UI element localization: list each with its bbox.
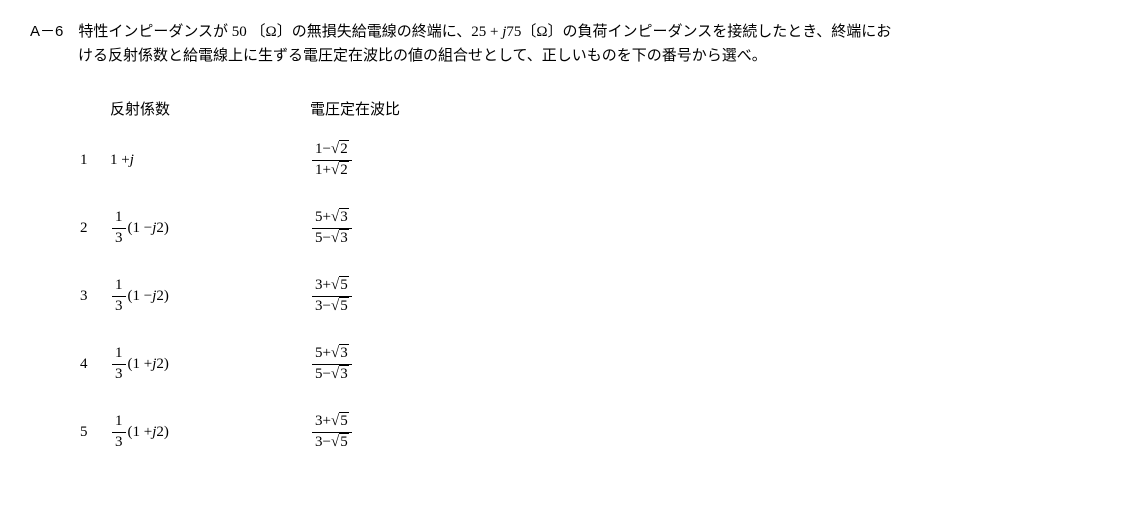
vswr-den-pre: 5− bbox=[315, 230, 331, 246]
vswr-fraction: 5+ 3 5− 3 bbox=[312, 344, 352, 384]
paren-pre: (1 + bbox=[128, 420, 153, 444]
vswr-value: 5+ 3 5− 3 bbox=[310, 344, 354, 384]
paren-post: 2) bbox=[156, 284, 169, 308]
sqrt-icon: 5 bbox=[331, 297, 349, 317]
question-block: A－6 特性インピーダンスが 50 〔Ω〕の無損失給電線の終端に、25 + j7… bbox=[30, 20, 1106, 68]
frac-num: 1 bbox=[112, 412, 126, 433]
frac-den: 3 bbox=[112, 433, 126, 453]
option-row: 2 1 3 (1 − j2) 5+ 3 5− 3 bbox=[80, 208, 1106, 248]
question-number: A－6 bbox=[30, 23, 63, 40]
vswr-value: 1− 2 1+ 2 bbox=[310, 140, 354, 180]
paren-post: 2) bbox=[156, 420, 169, 444]
reflection-value: 1 3 (1 + j2) bbox=[110, 412, 310, 452]
paren-post: 2) bbox=[156, 352, 169, 376]
refl-fraction: 1 3 bbox=[112, 344, 126, 384]
header-reflection: 反射係数 bbox=[110, 98, 310, 122]
frac-num: 1 bbox=[112, 208, 126, 229]
option-number: 1 bbox=[80, 148, 110, 172]
sqrt-icon: 3 bbox=[331, 208, 349, 228]
sqrt-arg: 5 bbox=[339, 276, 349, 293]
column-headers: 反射係数 電圧定在波比 bbox=[110, 98, 1106, 122]
sqrt-arg: 2 bbox=[339, 140, 349, 157]
sqrt-arg: 2 bbox=[339, 161, 349, 178]
sqrt-icon: 2 bbox=[331, 161, 349, 181]
paren-pre: (1 − bbox=[128, 216, 153, 240]
vswr-num-pre: 5+ bbox=[315, 345, 331, 361]
sqrt-icon: 2 bbox=[331, 140, 349, 160]
sqrt-arg: 3 bbox=[339, 344, 349, 361]
vswr-fraction: 3+ 5 3− 5 bbox=[312, 276, 352, 316]
header-vswr: 電圧定在波比 bbox=[310, 98, 510, 122]
option-number: 5 bbox=[80, 420, 110, 444]
sqrt-icon: 5 bbox=[331, 276, 349, 296]
vswr-den-pre: 3− bbox=[315, 434, 331, 450]
reflection-value: 1 3 (1 + j2) bbox=[110, 344, 310, 384]
vswr-num-pre: 5+ bbox=[315, 209, 331, 225]
sqrt-icon: 3 bbox=[331, 365, 349, 385]
vswr-den-pre: 5− bbox=[315, 366, 331, 382]
vswr-num-pre: 3+ bbox=[315, 277, 331, 293]
frac-num: 1 bbox=[112, 276, 126, 297]
frac-den: 3 bbox=[112, 365, 126, 385]
sqrt-arg: 3 bbox=[339, 365, 349, 382]
question-text-1a: 特性インピーダンスが 50 〔Ω〕の無損失給電線の終端に、25 + bbox=[63, 24, 502, 40]
option-number: 2 bbox=[80, 216, 110, 240]
paren-pre: (1 + bbox=[128, 352, 153, 376]
sqrt-arg: 3 bbox=[339, 229, 349, 246]
vswr-fraction: 3+ 5 3− 5 bbox=[312, 412, 352, 452]
sqrt-icon: 3 bbox=[331, 344, 349, 364]
refl-fraction: 1 3 bbox=[112, 208, 126, 248]
option-row: 1 1 + j 1− 2 1+ 2 bbox=[80, 140, 1106, 180]
sqrt-icon: 5 bbox=[331, 433, 349, 453]
frac-den: 3 bbox=[112, 229, 126, 249]
sqrt-icon: 3 bbox=[331, 229, 349, 249]
sqrt-arg: 5 bbox=[339, 412, 349, 429]
option-row: 5 1 3 (1 + j2) 3+ 5 3− 5 bbox=[80, 412, 1106, 452]
vswr-value: 5+ 3 5− 3 bbox=[310, 208, 354, 248]
vswr-value: 3+ 5 3− 5 bbox=[310, 276, 354, 316]
vswr-num-pre: 3+ bbox=[315, 413, 331, 429]
refl-text: 1 + bbox=[110, 148, 130, 172]
option-row: 4 1 3 (1 + j2) 5+ 3 5− 3 bbox=[80, 344, 1106, 384]
vswr-fraction: 1− 2 1+ 2 bbox=[312, 140, 352, 180]
options-list: 1 1 + j 1−2 1+2 2 1 3 (1 − j2) 5+3 5−3 bbox=[80, 140, 1106, 452]
paren-post: 2) bbox=[156, 216, 169, 240]
vswr-num-pre: 1− bbox=[315, 141, 331, 157]
paren-pre: (1 − bbox=[128, 284, 153, 308]
reflection-value: 1 3 (1 − j2) bbox=[110, 276, 310, 316]
reflection-value: 1 3 (1 − j2) bbox=[110, 208, 310, 248]
sqrt-arg: 5 bbox=[339, 433, 349, 450]
frac-num: 1 bbox=[112, 344, 126, 365]
question-line2: ける反射係数と給電線上に生ずる電圧定在波比の値の組合せとして、正しいものを下の番… bbox=[78, 44, 1106, 68]
sqrt-arg: 5 bbox=[339, 297, 349, 314]
sqrt-arg: 3 bbox=[339, 208, 349, 225]
vswr-den-pre: 1+ bbox=[315, 162, 331, 178]
frac-den: 3 bbox=[112, 297, 126, 317]
j-var: j bbox=[130, 148, 134, 172]
refl-fraction: 1 3 bbox=[112, 276, 126, 316]
question-text-1b: 75〔Ω〕の負荷インピーダンスを接続したとき、終端にお bbox=[506, 24, 891, 40]
vswr-den-pre: 3− bbox=[315, 298, 331, 314]
refl-fraction: 1 3 bbox=[112, 412, 126, 452]
option-row: 3 1 3 (1 − j2) 3+ 5 3− 5 bbox=[80, 276, 1106, 316]
vswr-fraction: 5+ 3 5− 3 bbox=[312, 208, 352, 248]
option-number: 3 bbox=[80, 284, 110, 308]
question-line1: A－6 特性インピーダンスが 50 〔Ω〕の無損失給電線の終端に、25 + j7… bbox=[30, 20, 1106, 44]
reflection-value: 1 + j bbox=[110, 148, 310, 172]
option-number: 4 bbox=[80, 352, 110, 376]
sqrt-icon: 5 bbox=[331, 412, 349, 432]
vswr-value: 3+ 5 3− 5 bbox=[310, 412, 354, 452]
